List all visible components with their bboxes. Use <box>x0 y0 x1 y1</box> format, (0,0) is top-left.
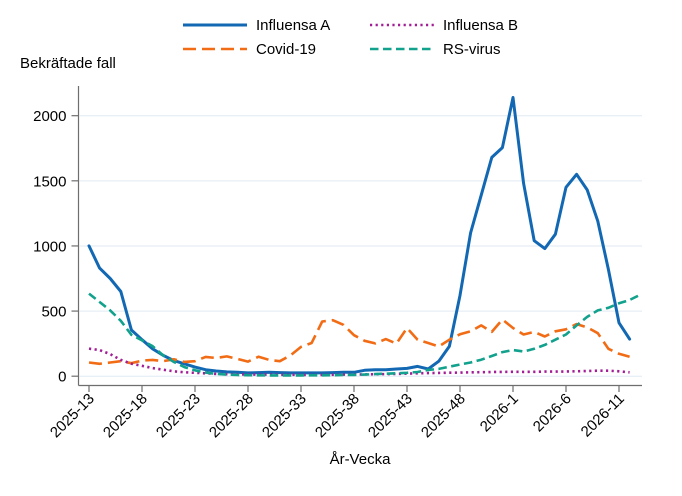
x-tick-label: 2026-6 <box>530 390 575 435</box>
legend-line-rs-virus <box>370 47 434 51</box>
legend-label-covid-19: Covid-19 <box>256 40 317 58</box>
legend-line-influensa-b <box>370 23 434 27</box>
x-axis-title: År-Vecka <box>329 451 391 468</box>
series-line-rs-virus <box>88 292 641 377</box>
series-line-influensa-a <box>87 96 632 375</box>
x-tick-label: 2025-23 <box>153 390 204 441</box>
legend-column-1: Influensa A Covid-19 <box>183 13 330 61</box>
legend-label-influensa-b: Influensa B <box>443 16 519 34</box>
legend-line-influensa-a <box>183 23 247 27</box>
legend-item-covid-19: Covid-19 <box>183 37 330 61</box>
y-tick-label: 1500 <box>33 173 66 190</box>
legend-column-2: Influensa B RS-virus <box>370 13 518 61</box>
legend-label-influensa-a: Influensa A <box>256 16 331 34</box>
x-tick-label: 2025-33 <box>259 390 310 441</box>
x-tick-label: 2025-18 <box>100 390 151 441</box>
x-tick-label: 2025-43 <box>365 390 416 441</box>
series-line-influensa-b <box>88 347 630 377</box>
y-tick-label: 1000 <box>33 238 66 255</box>
y-tick-label: 2000 <box>33 108 66 125</box>
y-axis-title: Bekräftade fall <box>20 55 116 72</box>
legend-item-rs-virus: RS-virus <box>370 37 518 61</box>
series-line-covid-19 <box>88 318 630 366</box>
y-tick-label: 0 <box>58 369 66 386</box>
x-tick-label: 2026-11 <box>578 390 628 440</box>
x-tick-label: 2025-13 <box>47 390 98 441</box>
x-tick-label: 2025-48 <box>418 390 469 441</box>
legend-item-influensa-a: Influensa A <box>183 13 330 37</box>
x-tick-label: 2026-1 <box>477 390 522 435</box>
x-tick-label: 2025-28 <box>206 390 257 441</box>
legend-line-covid-19 <box>183 47 247 51</box>
legend-item-influensa-b: Influensa B <box>370 13 518 37</box>
y-tick-label: 500 <box>41 304 66 321</box>
legend-label-rs-virus: RS-virus <box>443 40 501 58</box>
x-tick-label: 2025-38 <box>312 390 363 441</box>
